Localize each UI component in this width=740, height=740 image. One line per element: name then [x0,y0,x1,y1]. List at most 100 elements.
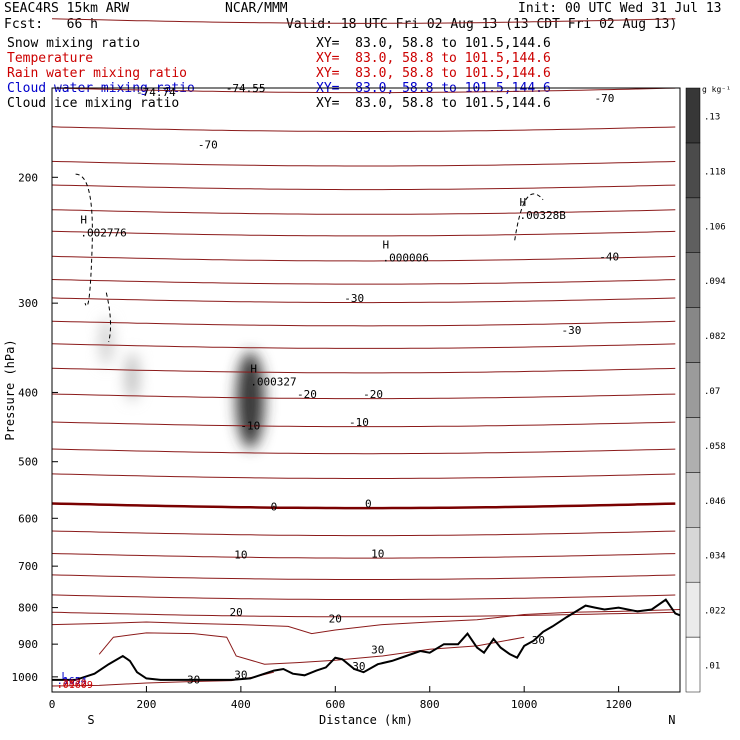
field-xy: XY= 83.0, 58.8 to 101.5,144.6 [316,66,551,81]
contour-label: 30 [234,668,247,681]
isotherm-contour [51,230,676,237]
colorbar-label: .13 [704,112,720,122]
colorbar-bin [685,197,701,253]
max-value: .002776 [80,226,126,239]
isotherm-contour [51,279,676,285]
contour-label: 20 [230,606,243,619]
contour-label: -20 [297,388,317,401]
colorbar-bin [685,362,701,418]
isotherm-contour [51,320,676,327]
edge-label: .2872 [57,678,87,689]
y-tick-label: 600 [18,512,38,525]
edge-label: .01609 [57,680,93,691]
colorbar-unit: g kg⁻¹ [702,85,731,94]
isotherm-contour [98,632,525,665]
freezing-level-contour [51,502,676,510]
colorbar-bin [685,581,701,638]
y-tick-label: 200 [18,171,38,184]
colorbar-bin [685,417,701,473]
y-tick-label: 1000 [12,671,39,684]
colorbar-bin [685,307,701,363]
y-tick-label: 700 [18,560,38,573]
x-tick-label: 1000 [511,698,538,711]
contour-label: -74.74 [136,86,176,99]
max-value: .000006 [383,251,429,264]
colorbar-bin [685,527,701,583]
colorbar-label: .07 [704,387,720,397]
snow-contour [75,173,93,307]
isotherm-contour [51,594,676,600]
isotherm-contour [51,574,676,580]
contour-label: 30 [187,674,200,687]
contour-label: -70 [595,92,615,105]
colorbar-bin [685,472,701,528]
colorbar-label: .01 [704,662,720,672]
x-tick-label: 400 [231,698,251,711]
contour-label: 0 [271,501,278,514]
cloud-ice-shading [99,317,114,366]
isotherm-contour [51,297,676,304]
colorbar-label: .046 [704,497,726,507]
contour-label: 10 [371,547,384,560]
org-label: NCAR/MMM [225,1,288,16]
isotherm-contour [51,87,676,94]
isotherm-contour [51,448,676,455]
isotherm-contour [51,609,681,635]
colorbar-bin [685,252,701,308]
colorbar-label: .118 [704,167,726,177]
contour-label: 10 [234,548,247,561]
max-marker: H [250,363,257,376]
colorbar-label: .058 [704,442,726,452]
isotherm-contour [51,393,676,400]
plot-frame [51,87,681,693]
x-tick-label: 600 [325,698,345,711]
isotherm-contour [51,255,676,262]
forecast-hour: Fcst: 66 h [4,17,98,32]
cloud-ice-shading [125,352,140,401]
colorbar-label: .034 [704,552,726,562]
y-tick-label: 400 [18,386,38,399]
field-xy: XY= 83.0, 58.8 to 101.5,144.6 [316,51,551,66]
field-label: Temperature [7,51,94,66]
contour-label: -10 [240,420,260,433]
isotherm-contour [51,126,676,132]
terrain-profile [52,598,681,681]
contour-label: -30 [344,292,364,305]
x-end-label-left: S [87,713,94,727]
isotherm-contour [51,611,676,618]
max-marker: H [383,238,390,251]
max-value: .000327 [250,376,296,389]
contour-label: -40 [599,250,619,263]
field-xy: XY= 83.0, 58.8 to 101.5,144.6 [316,36,551,51]
isotherm-contour [51,160,676,167]
field-label: Rain water mixing ratio [7,66,188,81]
model-title: SEAC4RS 15km ARW [4,1,130,16]
field-label: Snow mixing ratio [7,36,141,51]
isotherm-contour [51,553,676,559]
snow-contour [514,193,544,241]
isotherm-contour [51,367,676,374]
contour-label: 30 [371,643,384,656]
isotherm-contour [51,343,676,349]
colorbar-bin [685,87,701,144]
x-tick-label: 0 [49,698,56,711]
contour-label: -20 [363,388,383,401]
contour-label: 0 [365,497,372,510]
isotherm-contour [51,18,676,24]
y-tick-label: 500 [18,456,38,469]
isotherm-contour [51,184,676,191]
edge-label: .1654 [57,676,87,687]
x-end-label-right: N [668,713,675,727]
contour-label: -30 [561,324,581,337]
x-tick-label: 800 [420,698,440,711]
edge-label: L [61,671,67,682]
colorbar-label: .094 [704,277,726,287]
y-tick-label: 800 [18,602,38,615]
isotherm-contour [51,421,676,428]
init-time: Init: 00 UTC Wed 31 Jul 13 [518,1,722,16]
y-axis-label: Pressure (hPa) [3,339,17,440]
y-tick-label: 300 [18,297,38,310]
colorbar-bin [685,142,701,199]
colorbar-bin [685,636,701,693]
